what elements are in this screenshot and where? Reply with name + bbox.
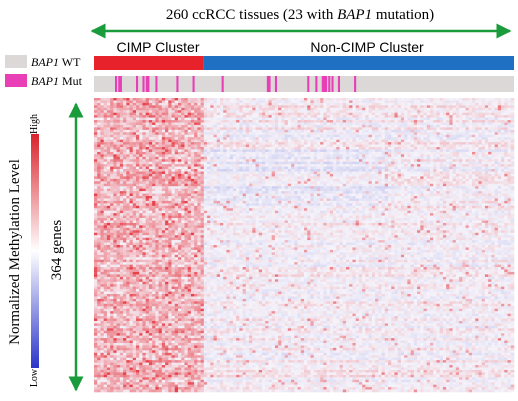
mutation-mark xyxy=(354,76,357,92)
mutation-mark xyxy=(118,76,121,92)
mutation-mark xyxy=(315,76,318,92)
legend-swatch-wt xyxy=(5,55,27,68)
mutation-track-background xyxy=(94,76,514,92)
cluster-label-non-cimp: Non-CIMP Cluster xyxy=(310,39,424,55)
legend-label-wt: BAP1 WT xyxy=(31,55,81,69)
genes-axis-label: 364 genes xyxy=(49,220,65,281)
cluster-segment-1 xyxy=(203,56,514,70)
mutation-mark xyxy=(145,76,148,92)
legend-label-mut: BAP1 Mut xyxy=(31,74,83,88)
mutation-mark xyxy=(192,76,195,92)
mutation-mark xyxy=(274,76,278,92)
chart-title: 260 ccRCC tissues (23 with BAP1 mutation… xyxy=(166,7,434,23)
colorbar xyxy=(31,134,39,368)
mutation-mark xyxy=(176,76,179,92)
mutation-mark xyxy=(328,76,331,92)
colorbar-low-label: Low xyxy=(29,368,40,387)
mutation-mark xyxy=(321,76,324,92)
colorbar-title: Normalized Methylation Level xyxy=(7,159,23,345)
colorbar-high-label: High xyxy=(29,114,40,134)
mutation-mark xyxy=(115,76,118,92)
mutation-mark xyxy=(155,76,158,92)
mutation-mark xyxy=(268,76,271,92)
mutation-mark xyxy=(325,76,328,92)
cluster-segment-0 xyxy=(94,56,204,70)
mutation-mark xyxy=(147,76,150,92)
mutation-mark xyxy=(323,76,326,92)
mutation-mark xyxy=(142,76,145,92)
mutation-mark xyxy=(307,76,310,92)
cluster-label-cimp: CIMP Cluster xyxy=(117,39,200,55)
cluster-bar xyxy=(94,56,514,70)
mutation-track xyxy=(94,76,514,92)
mutation-mark xyxy=(221,76,224,92)
mutation-mark xyxy=(331,76,334,92)
heatmap-matrix xyxy=(94,98,515,393)
mutation-mark xyxy=(266,76,269,92)
legend-swatch-mut xyxy=(5,74,27,87)
mutation-mark xyxy=(136,76,139,92)
mutation-mark xyxy=(337,76,341,92)
mutation-mark xyxy=(119,76,122,92)
